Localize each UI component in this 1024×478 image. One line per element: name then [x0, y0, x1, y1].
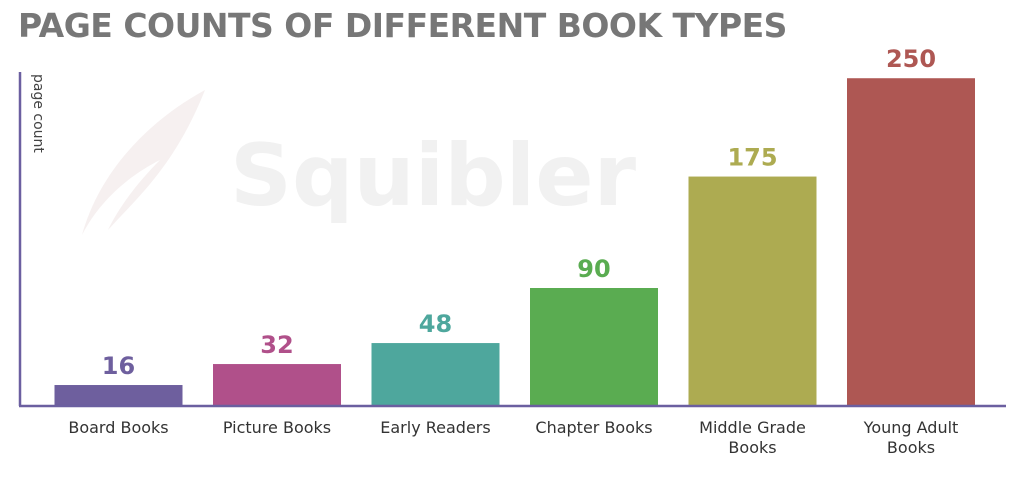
x-tick-label: Chapter Books	[535, 418, 652, 437]
x-tick-label-line: Early Readers	[380, 418, 490, 437]
bar	[530, 288, 658, 406]
value-label: 48	[419, 310, 452, 338]
value-label: 32	[260, 331, 293, 359]
quill-feather-icon	[82, 90, 205, 235]
bar	[54, 385, 183, 406]
value-label: 250	[886, 45, 936, 73]
watermark: Squibler	[82, 90, 637, 235]
x-tick-label-line: Picture Books	[223, 418, 331, 437]
bar	[688, 176, 817, 406]
value-label: 175	[727, 144, 777, 172]
watermark-text: Squibler	[230, 126, 637, 226]
x-tick-label: Board Books	[68, 418, 168, 437]
x-tick-label-line: Chapter Books	[535, 418, 652, 437]
bar	[371, 343, 500, 406]
x-tick-label-line: Middle Grade	[699, 418, 806, 437]
x-tick-label: Picture Books	[223, 418, 331, 437]
value-label: 90	[577, 255, 610, 283]
value-label: 16	[102, 352, 135, 380]
page-title: PAGE COUNTS OF DIFFERENT BOOK TYPES	[18, 6, 787, 45]
x-tick-label: Middle Grade Books	[699, 418, 806, 457]
x-tick-label: Early Readers	[380, 418, 490, 437]
x-tick-label-line: Books	[887, 438, 935, 457]
x-tick-label: Young Adult Books	[863, 418, 959, 457]
x-tick-label-line: Board Books	[68, 418, 168, 437]
bars-group	[54, 78, 975, 406]
tick-labels-group: Board Books Picture Books Early Readers Cha…	[68, 418, 958, 457]
y-axis-label: page count	[30, 74, 46, 153]
x-tick-label-line: Books	[728, 438, 776, 457]
bar	[213, 364, 341, 406]
x-tick-label-line: Young Adult	[863, 418, 959, 437]
bar	[847, 78, 975, 406]
value-labels-group: 16 32 48 90 175 250	[102, 45, 936, 380]
